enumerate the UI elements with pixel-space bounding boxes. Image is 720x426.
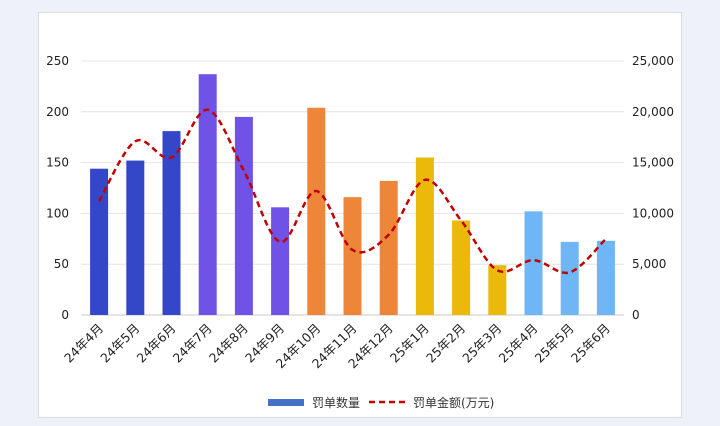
x-tick-label: 25年1月 <box>387 321 432 366</box>
left-tick-label: 250 <box>46 54 69 68</box>
right-tick-label: 10,000 <box>632 206 674 220</box>
x-tick-label: 25年4月 <box>495 321 540 366</box>
right-tick-label: 15,000 <box>632 156 674 170</box>
bar <box>198 74 217 315</box>
left-tick-label: 50 <box>54 257 69 271</box>
x-tick-label: 24年4月 <box>61 321 106 366</box>
x-tick-label: 24年8月 <box>206 321 251 366</box>
left-y-axis: 0 50 100 150 200 250 <box>46 54 69 322</box>
left-tick-label: 100 <box>46 206 69 220</box>
bar <box>162 131 181 315</box>
bar <box>307 107 326 316</box>
right-tick-label: 25,000 <box>632 54 674 68</box>
fine-amount-line <box>98 108 607 275</box>
bar <box>379 180 398 315</box>
right-tick-label: 20,000 <box>632 105 674 119</box>
bar <box>343 197 362 315</box>
x-axis: 24年4月24年5月24年6月24年7月24年8月24年9月24年10月24年1… <box>61 321 613 372</box>
x-tick-label: 24年7月 <box>170 321 215 366</box>
line-series-fine-amount <box>98 108 607 275</box>
combo-chart: 0 50 100 150 200 250 0 5,000 10,000 15,000 20,000… <box>46 54 674 410</box>
legend-bar-label: 罚单数量 <box>312 395 360 410</box>
legend-line-label: 罚单金额(万元) <box>413 395 494 410</box>
bar <box>560 241 579 315</box>
legend-bar-swatch <box>268 399 304 406</box>
bar <box>524 211 543 315</box>
x-tick-label: 25年2月 <box>423 321 468 366</box>
x-tick-label: 25年5月 <box>532 321 577 366</box>
x-tick-label: 24年5月 <box>97 321 142 366</box>
bar <box>452 220 471 315</box>
left-tick-label: 0 <box>61 308 69 322</box>
bar-series-ticket-count <box>90 74 615 316</box>
x-tick-label: 25年3月 <box>459 321 504 366</box>
left-tick-label: 150 <box>46 156 69 170</box>
bar <box>271 207 290 315</box>
bar <box>415 157 434 315</box>
bar <box>90 168 109 315</box>
chart-card: 0 50 100 150 200 250 0 5,000 10,000 15,000 20,000… <box>38 12 682 418</box>
right-tick-label: 5,000 <box>632 257 666 271</box>
left-tick-label: 200 <box>46 105 69 119</box>
x-tick-label: 25年6月 <box>568 321 613 366</box>
x-tick-label: 24年6月 <box>133 321 178 366</box>
right-y-axis: 0 5,000 10,000 15,000 20,000 25,000 <box>632 54 674 322</box>
right-tick-label: 0 <box>632 308 640 322</box>
bar <box>596 240 615 315</box>
legend: 罚单数量 罚单金额(万元) <box>268 395 494 410</box>
bar <box>126 160 145 315</box>
bar <box>488 265 507 315</box>
bar <box>234 116 253 315</box>
